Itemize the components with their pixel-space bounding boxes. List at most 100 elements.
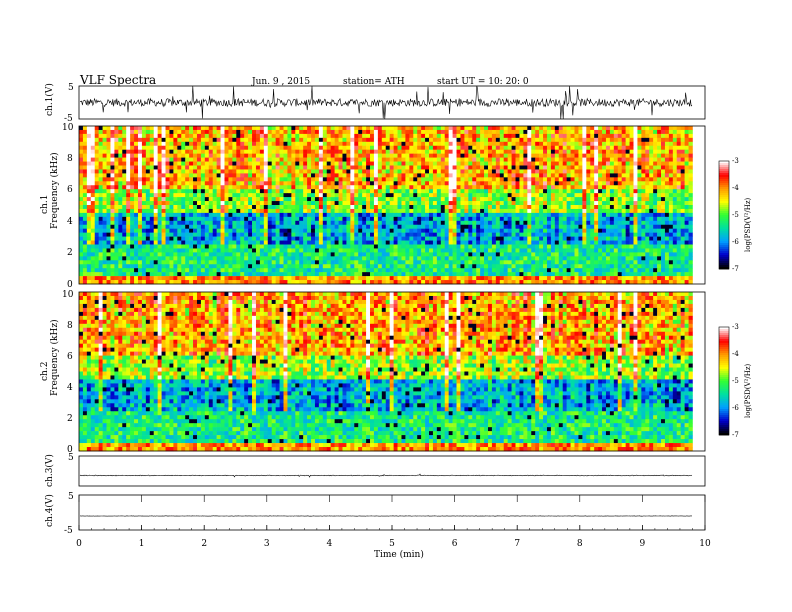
spectrogram-cell-1 <box>453 193 457 197</box>
spectrogram-cell-1 <box>374 130 378 134</box>
spectrogram-cell-1 <box>641 154 645 158</box>
spectrogram-cell-1 <box>649 154 653 158</box>
spectrogram-cell-1 <box>641 213 645 217</box>
spectrogram-cell-1 <box>91 181 95 185</box>
spectrogram-cell-1 <box>331 248 335 252</box>
spectrogram-cell-1 <box>480 181 484 185</box>
spectrogram-cell-1 <box>661 237 665 241</box>
spectrogram-cell-1 <box>339 134 343 138</box>
spectrogram-cell-1 <box>401 173 405 177</box>
spectrogram-cell-1 <box>205 126 209 130</box>
spectrogram-cell-1 <box>118 205 122 209</box>
spectrogram-cell-1 <box>527 181 531 185</box>
spectrogram-cell-1 <box>401 193 405 197</box>
spectrogram-cell-1 <box>641 146 645 150</box>
spectrogram-cell-1 <box>425 154 429 158</box>
spectrogram-cell-1 <box>193 142 197 146</box>
spectrogram-cell-1 <box>598 245 602 249</box>
spectrogram-cell-1 <box>460 193 464 197</box>
spectrogram-cell-1 <box>370 158 374 162</box>
spectrogram-cell-1 <box>79 150 83 154</box>
spectrogram-cell-1 <box>516 209 520 213</box>
spectrogram-cell-1 <box>130 193 134 197</box>
spectrogram-cell-1 <box>138 233 142 237</box>
spectrogram-cell-1 <box>166 205 170 209</box>
spectrogram-cell-1 <box>453 189 457 193</box>
spectrogram-cell-1 <box>460 205 464 209</box>
spectrogram-cell-1 <box>641 233 645 237</box>
spectrogram-cell-1 <box>460 213 464 217</box>
spectrogram-cell-1 <box>287 221 291 225</box>
spectrogram-cell-1 <box>464 146 468 150</box>
spectrogram-cell-1 <box>107 130 111 134</box>
spectrogram-cell-1 <box>319 173 323 177</box>
spectrogram-cell-1 <box>177 217 181 221</box>
spectrogram-cell-1 <box>189 217 193 221</box>
spectrogram-cell-1 <box>496 177 500 181</box>
spectrogram-cell-1 <box>516 229 520 233</box>
spectrogram-cell-1 <box>618 126 622 130</box>
spectrogram-cell-1 <box>421 134 425 138</box>
spectrogram-cell-1 <box>512 193 516 197</box>
spectrogram-cell-1 <box>185 138 189 142</box>
spectrogram-cell-1 <box>484 193 488 197</box>
spectrogram-cell-1 <box>162 229 166 233</box>
spectrogram-cell-1 <box>413 181 417 185</box>
spectrogram-cell-1 <box>677 217 681 221</box>
spectrogram-cell-1 <box>618 221 622 225</box>
spectrogram-cell-1 <box>122 189 126 193</box>
spectrogram-cell-1 <box>232 162 236 166</box>
spectrogram-cell-1 <box>366 162 370 166</box>
spectrogram-cell-1 <box>107 162 111 166</box>
spectrogram-cell-1 <box>523 245 527 249</box>
spectrogram-cell-1 <box>335 177 339 181</box>
spectrogram-cell-1 <box>130 162 134 166</box>
spectrogram-cell-1 <box>425 177 429 181</box>
spectrogram-cell-1 <box>221 225 225 229</box>
spectrogram-cell-1 <box>476 217 480 221</box>
spectrogram-cell-1 <box>476 154 480 158</box>
spectrogram-cell-1 <box>374 241 378 245</box>
spectrogram-cell-1 <box>311 245 315 249</box>
spectrogram-cell-1 <box>205 209 209 213</box>
spectrogram-cell-1 <box>468 126 472 130</box>
spectrogram-cell-1 <box>512 189 516 193</box>
spectrogram-cell-1 <box>169 130 173 134</box>
spectrogram-cell-1 <box>134 126 138 130</box>
spectrogram-cell-1 <box>464 134 468 138</box>
spectrogram-cell-1 <box>543 181 547 185</box>
spectrogram-cell-1 <box>661 205 665 209</box>
spectrogram-cell-1 <box>665 197 669 201</box>
spectrogram-cell-1 <box>244 248 248 252</box>
spectrogram-cell-1 <box>488 201 492 205</box>
spectrogram-cell-1 <box>571 193 575 197</box>
spectrogram-cell-1 <box>162 248 166 252</box>
spectrogram-cell-1 <box>417 233 421 237</box>
spectrogram-cell-1 <box>142 225 146 229</box>
spectrogram-cell-1 <box>575 146 579 150</box>
spectrogram-cell-1 <box>177 142 181 146</box>
spectrogram-cell-1 <box>283 154 287 158</box>
spectrogram-cell-1 <box>669 173 673 177</box>
spectrogram-cell-1 <box>154 162 158 166</box>
spectrogram-cell-1 <box>213 217 217 221</box>
spectrogram-cell-1 <box>126 150 130 154</box>
spectrogram-cell-1 <box>457 213 461 217</box>
spectrogram-cell-1 <box>264 193 268 197</box>
spectrogram-cell-1 <box>586 185 590 189</box>
spectrogram-cell-1 <box>378 177 382 181</box>
spectrogram-cell-1 <box>150 177 154 181</box>
spectrogram-cell-1 <box>315 205 319 209</box>
spectrogram-cell-1 <box>358 205 362 209</box>
spectrogram-cell-1 <box>429 229 433 233</box>
spectrogram-cell-1 <box>590 154 594 158</box>
spectrogram-cell-1 <box>91 130 95 134</box>
spectrogram-cell-1 <box>665 130 669 134</box>
spectrogram-cell-1 <box>594 126 598 130</box>
spectrogram-cell-1 <box>142 201 146 205</box>
spectrogram-cell-1 <box>578 181 582 185</box>
spectrogram-cell-1 <box>205 138 209 142</box>
spectrogram-cell-1 <box>197 177 201 181</box>
spectrogram-cell-1 <box>264 177 268 181</box>
spectrogram-cell-1 <box>657 237 661 241</box>
